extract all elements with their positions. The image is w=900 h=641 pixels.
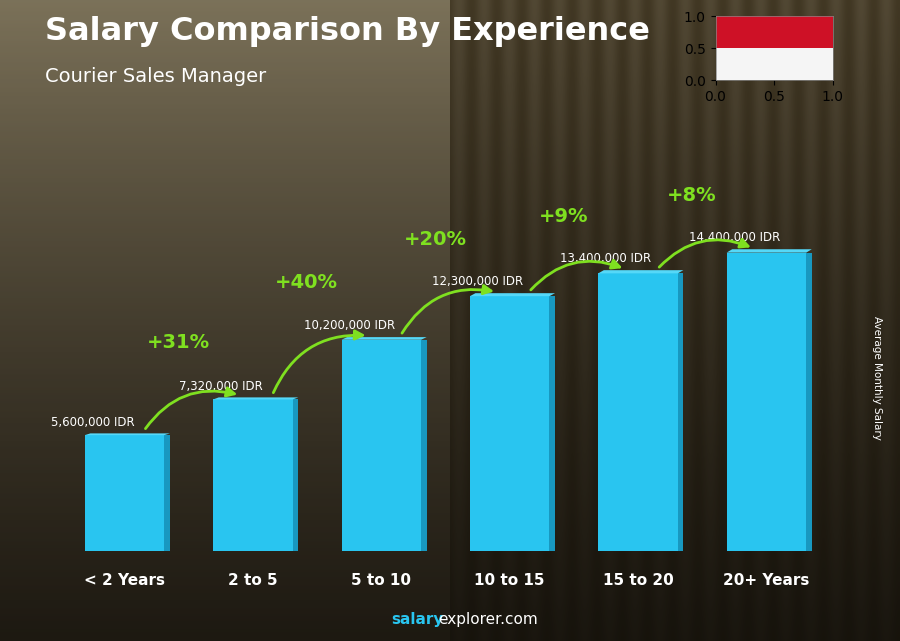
Text: +31%: +31% xyxy=(147,333,210,352)
Polygon shape xyxy=(213,397,298,399)
Text: 13,400,000 IDR: 13,400,000 IDR xyxy=(561,252,652,265)
Text: 5 to 10: 5 to 10 xyxy=(351,573,411,588)
Text: 2 to 5: 2 to 5 xyxy=(228,573,278,588)
Text: +8%: +8% xyxy=(667,186,716,205)
Bar xyxy=(470,296,550,551)
Text: 7,320,000 IDR: 7,320,000 IDR xyxy=(179,380,263,393)
Text: explorer.com: explorer.com xyxy=(438,612,538,627)
Polygon shape xyxy=(85,433,170,435)
Text: 20+ Years: 20+ Years xyxy=(724,573,810,588)
Bar xyxy=(678,273,683,551)
Bar xyxy=(213,399,292,551)
Bar xyxy=(716,16,832,48)
Polygon shape xyxy=(341,337,427,340)
Text: < 2 Years: < 2 Years xyxy=(84,573,165,588)
Bar xyxy=(341,340,421,551)
Polygon shape xyxy=(598,270,683,273)
Text: 5,600,000 IDR: 5,600,000 IDR xyxy=(50,416,134,429)
Bar xyxy=(550,296,555,551)
Polygon shape xyxy=(470,293,555,296)
Bar xyxy=(716,48,832,80)
Polygon shape xyxy=(726,249,812,253)
Text: +9%: +9% xyxy=(539,207,589,226)
Text: Salary Comparison By Experience: Salary Comparison By Experience xyxy=(45,16,650,47)
Text: Average Monthly Salary: Average Monthly Salary xyxy=(872,316,883,440)
Bar xyxy=(421,340,427,551)
Bar xyxy=(292,399,298,551)
Text: 12,300,000 IDR: 12,300,000 IDR xyxy=(432,275,523,288)
Bar xyxy=(165,435,170,551)
Bar xyxy=(598,273,678,551)
Text: 10,200,000 IDR: 10,200,000 IDR xyxy=(303,319,395,333)
Text: 10 to 15: 10 to 15 xyxy=(474,573,544,588)
Text: +40%: +40% xyxy=(275,273,338,292)
Text: 14,400,000 IDR: 14,400,000 IDR xyxy=(688,231,780,244)
Text: +20%: +20% xyxy=(404,229,467,249)
Text: salary: salary xyxy=(392,612,444,627)
Text: Courier Sales Manager: Courier Sales Manager xyxy=(45,67,266,87)
Bar xyxy=(806,253,812,551)
Text: 15 to 20: 15 to 20 xyxy=(603,573,673,588)
Bar xyxy=(726,253,806,551)
Bar xyxy=(85,435,165,551)
